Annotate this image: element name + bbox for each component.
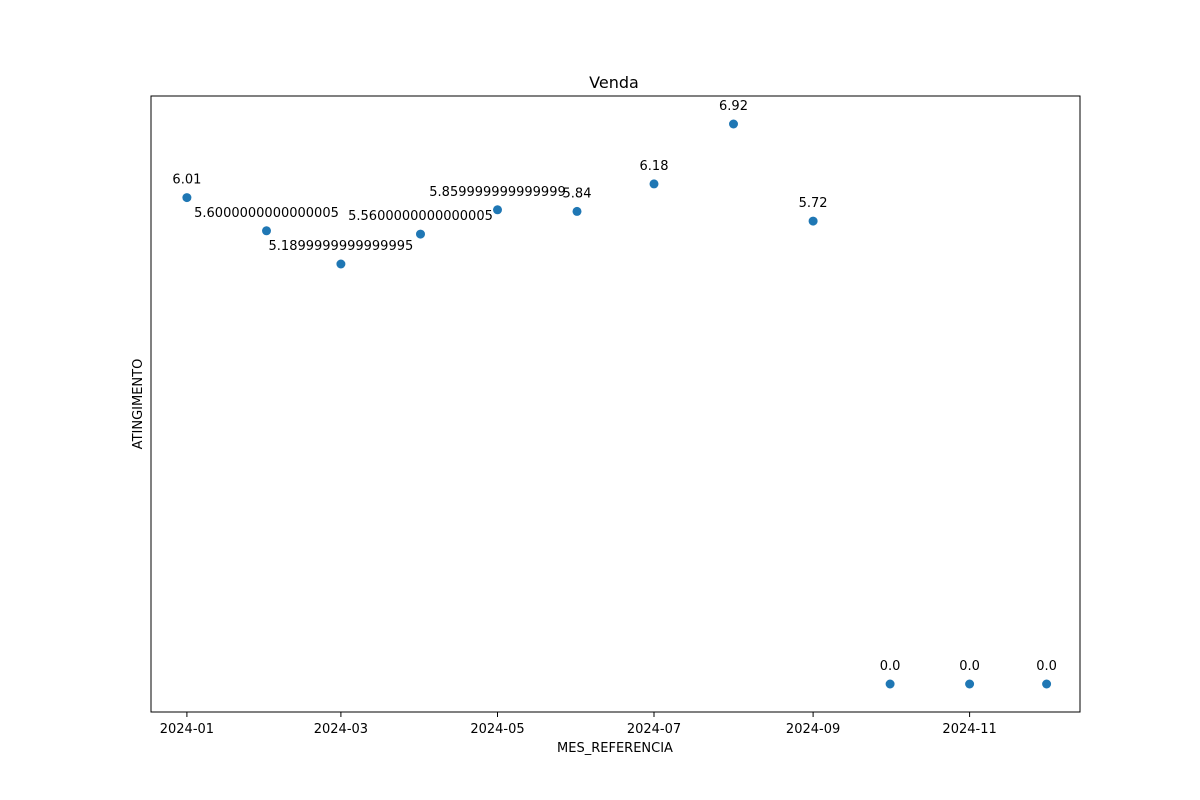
data-point xyxy=(1042,679,1052,689)
data-label: 5.72 xyxy=(799,196,828,211)
data-label: 6.01 xyxy=(172,173,201,188)
data-point xyxy=(885,679,895,689)
y-axis-label: ATINGIMENTO xyxy=(131,359,146,450)
data-label: 5.1899999999999995 xyxy=(269,239,414,254)
x-tick-label: 2024-07 xyxy=(627,722,681,737)
data-label: 6.18 xyxy=(640,159,669,174)
x-tick-label: 2024-05 xyxy=(470,722,524,737)
data-label: 0.0 xyxy=(1036,659,1057,674)
data-label: 0.0 xyxy=(959,659,980,674)
x-tick-label: 2024-09 xyxy=(786,722,840,737)
data-point xyxy=(729,119,738,129)
data-marks: 6.01 5.6000000000000005 5.1899999999999995… xyxy=(172,99,1057,689)
data-point xyxy=(493,205,502,215)
data-label: 0.0 xyxy=(880,659,901,674)
x-axis-label: MES_REFERENCIA xyxy=(557,741,673,756)
data-point xyxy=(965,679,975,689)
data-label: 5.84 xyxy=(563,186,592,201)
x-tick-label: 2024-01 xyxy=(160,722,214,737)
x-tick-label: 2024-11 xyxy=(942,722,996,737)
plot-frame xyxy=(150,95,1081,713)
data-point xyxy=(649,179,659,189)
data-point xyxy=(572,206,582,216)
data-label: 5.5600000000000005 xyxy=(348,209,493,224)
x-tick-label: 2024-03 xyxy=(314,722,368,737)
data-label: 5.859999999999999 xyxy=(429,185,565,200)
data-label: 6.92 xyxy=(719,99,748,114)
data-point xyxy=(808,216,818,226)
chart-title: Venda xyxy=(589,73,639,92)
data-point xyxy=(182,193,192,203)
x-axis-ticks: 2024-01 2024-03 2024-05 2024-07 2024-09 2024-… xyxy=(160,712,997,737)
data-point xyxy=(336,259,346,269)
data-label: 5.6000000000000005 xyxy=(194,206,339,221)
data-point xyxy=(262,226,271,236)
data-point xyxy=(416,229,425,239)
